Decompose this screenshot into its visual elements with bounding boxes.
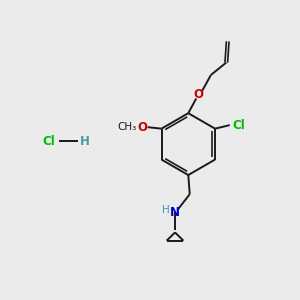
Text: Cl: Cl <box>233 118 246 132</box>
Text: Cl: Cl <box>42 135 55 148</box>
Text: N: N <box>170 206 180 219</box>
Text: O: O <box>194 88 204 101</box>
Text: O: O <box>137 121 147 134</box>
Text: H: H <box>162 205 170 215</box>
Text: CH₃: CH₃ <box>117 122 137 132</box>
Text: H: H <box>80 135 90 148</box>
